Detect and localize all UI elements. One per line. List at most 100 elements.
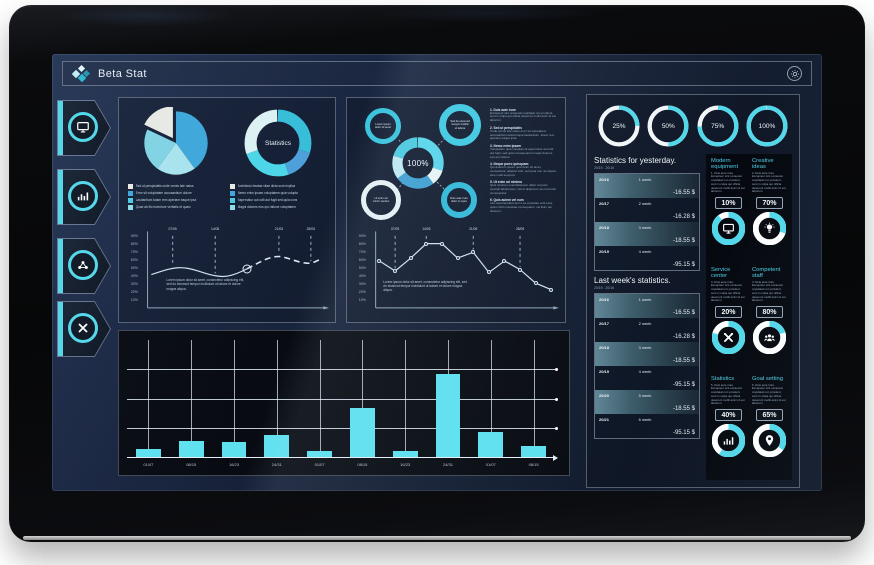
card-gauge <box>752 423 787 458</box>
x-tick-label: 24/31 <box>271 462 282 467</box>
legend-swatch <box>128 191 133 196</box>
ring-percent: 25% <box>612 122 626 130</box>
card-percent: 40% <box>715 409 742 422</box>
data-point <box>533 281 538 286</box>
table-row[interactable]: 20/19 4 week -95.15 $ <box>595 246 699 270</box>
card-service-center[interactable]: Service center 3. Duis aute irure. Except… <box>711 267 746 373</box>
donut-legend: Architecto beatae vitae dicta sunt expli… <box>230 184 326 210</box>
table-row[interactable]: 20/20 5 week -18.55 $ <box>595 390 699 414</box>
sidebar-item-monitor[interactable] <box>57 100 111 156</box>
y-tick-label: 80% <box>358 242 366 246</box>
row-week: 4 week <box>638 249 652 254</box>
bar <box>264 434 290 457</box>
sidebar-item-network[interactable] <box>57 238 111 294</box>
legend-item: Architecto beatae vitae dicta sunt expli… <box>230 184 326 189</box>
card-gauge <box>752 320 787 355</box>
donut-chart-block: Statistics Architecto beatae vitae dicta… <box>227 104 329 222</box>
table-row[interactable]: 20/21 6 week -95.15 $ <box>595 414 699 438</box>
y-tick-label: 70% <box>358 250 366 254</box>
network-icon <box>68 250 98 280</box>
ring-percent: 75% <box>711 122 725 130</box>
highlight-point <box>242 264 252 274</box>
gridline <box>127 427 555 429</box>
gridline-vertical <box>319 340 321 457</box>
y-tick-label: 20% <box>130 290 138 294</box>
row-value: -95.15 $ <box>672 382 695 388</box>
row-value: -18.55 $ <box>672 406 695 412</box>
y-tick-label: 10% <box>358 298 366 302</box>
bar <box>178 440 204 457</box>
satellite-ring: Ut enim ad minim veniam <box>361 180 401 220</box>
monitor-bezel: Beta Stat Sed ut perspiciatis unde omnis… <box>9 5 865 542</box>
ring-percent: 100% <box>758 122 776 130</box>
gridline-vertical <box>490 340 492 457</box>
card-competent-staff[interactable]: Competent staff 4. Duis aute irure. Excep… <box>752 267 787 373</box>
bar-slot <box>170 340 213 457</box>
bar <box>478 432 504 457</box>
data-point <box>408 256 413 261</box>
gear-icon[interactable] <box>787 66 802 81</box>
bar <box>349 407 375 457</box>
legend-item: Laudantium totam rem aperiam eaque ipsa <box>128 198 224 203</box>
table-row[interactable]: 20/16 1 week -16.55 $ <box>595 294 699 318</box>
row-date: 20/20 <box>599 393 610 398</box>
bar-chart: 01/07 08/15 16/23 24/31 01/07 08/15 16/23 24/31… <box>127 340 558 471</box>
bar-slot <box>384 340 427 457</box>
legend-text: Quae ab illo inventore veritatis et quas… <box>135 205 191 210</box>
data-point <box>486 270 491 275</box>
table-row[interactable]: 20/17 2 week -16.28 $ <box>595 318 699 342</box>
card-statistics[interactable]: Statistics 5. Duis aute irure. Excepteur … <box>711 376 746 476</box>
card-body: 3. Duis aute irure. Excepteur sint occae… <box>711 279 745 303</box>
table-row[interactable]: 20/18 3 week -18.55 $ <box>595 222 699 246</box>
legend-text: Magni dolores eos qui ratione voluptatem <box>237 205 296 210</box>
bar-slot <box>512 340 555 457</box>
y-tick-label: 60% <box>358 258 366 262</box>
legend-item: Sed ut perspiciatis unde omnis iste natu… <box>128 184 224 189</box>
table-row[interactable]: 20/18 3 week -18.55 $ <box>595 342 699 366</box>
row-week: 6 week <box>638 417 652 422</box>
row-week: 1 week <box>638 297 652 302</box>
tools-icon <box>712 321 745 354</box>
data-point <box>424 241 429 246</box>
data-point <box>518 267 523 272</box>
data-point <box>377 258 382 263</box>
card-modern-equipment[interactable]: Modern equipment 1. Duis aute irure. Exce… <box>711 158 746 264</box>
sidebar-item-tools[interactable] <box>57 301 111 357</box>
x-tick-label: 08/15 <box>186 462 197 467</box>
gridline-vertical <box>148 340 150 457</box>
legend-swatch <box>230 184 235 189</box>
card-goal-setting[interactable]: Goal setting 6. Duis aute irure. Excepteu… <box>752 376 787 476</box>
bar-slot <box>213 340 256 457</box>
card-title: Creative ideas <box>752 158 774 170</box>
pie-charts-row: Sed ut perspiciatis unde omnis iste natu… <box>125 104 329 222</box>
card-title: Goal setting <box>752 376 783 382</box>
y-tick-label: 30% <box>358 282 366 286</box>
pin-icon <box>753 424 786 457</box>
table-row[interactable]: 20/16 1 week -16.55 $ <box>595 174 699 198</box>
card-percent: 10% <box>715 197 742 210</box>
bar-chart-panel: 01/07 08/15 16/23 24/31 01/07 08/15 16/23 24/31… <box>118 330 570 476</box>
fineprint-heading: 2. Sed ut perspiciatis <box>490 125 522 130</box>
card-title: Service center <box>711 267 731 279</box>
legend-swatch <box>230 191 235 196</box>
table1-subtitle: 20/19 - 20/16 <box>594 166 614 170</box>
row-date: 20/17 <box>599 201 610 206</box>
y-tick-label: 50% <box>130 266 138 270</box>
card-gauge <box>711 211 746 246</box>
pie-chart-block: Sed ut perspiciatis unde omnis iste natu… <box>125 104 227 222</box>
bar <box>435 373 461 457</box>
fineprint-heading: 3. Nemo enim ipsam <box>490 143 521 148</box>
bar-plot-area <box>127 340 558 461</box>
sidebar-item-stats[interactable] <box>57 169 111 225</box>
table-row[interactable]: 20/19 4 week -95.15 $ <box>595 366 699 390</box>
bar <box>221 441 247 457</box>
table-row[interactable]: 20/17 2 week -16.28 $ <box>595 198 699 222</box>
card-body: 2. Duis aute irure. Excepteur sint occae… <box>752 170 786 194</box>
legend-swatch <box>230 198 235 203</box>
row-week: 5 week <box>638 393 652 398</box>
row-date: 20/18 <box>599 345 610 350</box>
monitor-icon <box>68 112 98 142</box>
card-gauge <box>752 211 787 246</box>
fineprint-text: Iure reprehenderit qui in ea voluptate v… <box>490 201 553 214</box>
card-creative-ideas[interactable]: Creative ideas 2. Duis aute irure. Except… <box>752 158 787 264</box>
